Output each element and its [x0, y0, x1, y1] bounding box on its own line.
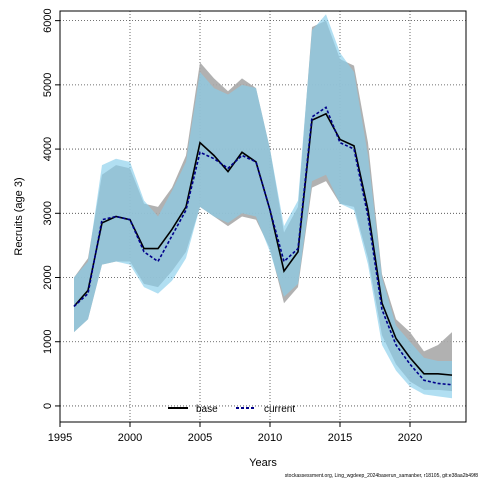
y-tick-label-4000: 4000	[42, 137, 54, 161]
x-tick-label-2020: 2020	[398, 432, 422, 444]
y-axis-title: Recruits (age 3)	[13, 177, 25, 255]
confidence-bands	[74, 14, 452, 399]
y-tick-label-0: 0	[42, 403, 54, 409]
line-base	[73, 112, 453, 376]
x-tick-label-2000: 2000	[118, 432, 142, 444]
legend-label-current: current	[264, 404, 295, 415]
band-current	[74, 14, 452, 399]
y-tick-label-2000: 2000	[42, 265, 54, 289]
y-tick-label-1000: 1000	[42, 329, 54, 353]
footer-note: stockassessment.org, Ling_wgdeep_2024bas…	[285, 473, 478, 479]
x-tick-label-2010: 2010	[258, 432, 282, 444]
x-axis-ticks: 1995 2000 2005 2010 2015 2020	[48, 422, 422, 444]
line-current	[73, 106, 453, 386]
y-tick-label-6000: 6000	[42, 8, 54, 32]
x-tick-label-2005: 2005	[188, 432, 212, 444]
y-tick-label-5000: 5000	[42, 73, 54, 97]
x-tick-label-1995: 1995	[48, 432, 72, 444]
legend-label-base: base	[196, 404, 218, 415]
series-lines	[73, 106, 453, 386]
x-tick-label-2015: 2015	[328, 432, 352, 444]
plot-frame	[59, 10, 467, 423]
y-axis-ticks: 0 1000 2000 3000 4000 5000 6000	[42, 8, 60, 409]
y-tick-label-3000: 3000	[42, 201, 54, 225]
x-axis-title: Years	[249, 457, 277, 469]
legend: base current	[168, 404, 295, 415]
